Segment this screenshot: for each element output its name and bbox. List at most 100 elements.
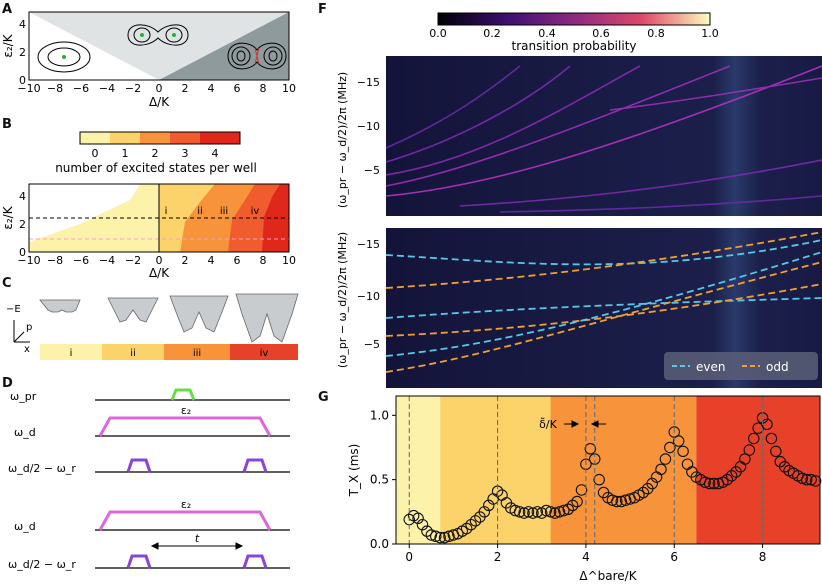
g-data-point [677, 445, 689, 458]
d-row-label: ω_pr [10, 390, 37, 403]
f-cbar-tick: 0.4 [538, 27, 556, 40]
c-region-label: i [70, 348, 73, 359]
a-xtick: −2 [125, 82, 141, 95]
a-xtick: −4 [99, 82, 115, 95]
c-axis-e: −E [6, 304, 21, 315]
a-xlabel: Δ/K [149, 95, 170, 109]
g-data-point [513, 506, 526, 518]
panel-f-plot: 0.0 0.2 0.4 0.6 0.8 1.0 transition proba… [336, 12, 822, 388]
f-top-ytick: −5 [364, 164, 380, 177]
a-xtick: 4 [208, 82, 215, 95]
g-xtick-label: 2 [494, 550, 502, 564]
f-legend-odd: odd [766, 360, 789, 374]
g-data-point [765, 432, 778, 445]
a-xtick: −6 [73, 82, 89, 95]
g-data-point [460, 522, 473, 535]
g-data-point [469, 515, 482, 527]
a-ytick: 2 [19, 46, 26, 59]
g-data-point [606, 494, 619, 506]
panel-d-plot: ω_pr ω_d ω_d/2 − ω_r ω_d ω_d/2 − ω_r ε₂ … [8, 388, 290, 571]
c-axis-x: x [24, 344, 30, 355]
d-readout-pulse [242, 458, 268, 473]
g-annotation-arrows [564, 420, 606, 428]
g-data-point [544, 506, 557, 518]
f-legend-even: even [696, 360, 725, 374]
g-data-point [747, 432, 760, 445]
a-ytick: 0 [19, 74, 26, 87]
b-cbar-tick: 1 [122, 147, 129, 160]
g-region-band [440, 396, 551, 544]
g-data-point [708, 477, 720, 490]
d-drive-pulse [98, 510, 272, 531]
panel-c-plot: −E p x i ii iii iv [6, 293, 299, 360]
g-data-point [659, 453, 672, 465]
c-region-label: iii [193, 348, 201, 359]
d-readout-pulse [126, 554, 152, 569]
g-data-point [721, 473, 733, 486]
g-xlabel: Δ^bare/K [579, 569, 637, 583]
a-xtick: −8 [47, 82, 63, 95]
d-row-label: ω_d/2 − ω_r [8, 462, 76, 475]
g-data-point [527, 507, 539, 519]
b-region-label: iv [251, 206, 260, 217]
f-colorbar [437, 12, 711, 26]
g-data-point [430, 530, 442, 543]
b-colorbar-title: number of excited states per well [55, 161, 257, 175]
d-row-label: ω_d [14, 426, 36, 439]
g-xtick-label: 8 [759, 550, 767, 564]
g-data-point [421, 525, 433, 537]
b-colorbar [79, 131, 241, 145]
b-xtick: 8 [260, 254, 267, 267]
b-cbar-tick: 2 [152, 147, 159, 160]
panel-g-chart: 0 2 4 6 8 0.0 0.5 1.0 Δ^bare/K T_X (ms) δ̃/K [347, 395, 822, 583]
c-well-i-icon [39, 299, 81, 313]
f-cbar-tick: 1.0 [701, 27, 719, 40]
b-region-label: iii [220, 206, 228, 217]
panel-label-c: C [2, 276, 12, 291]
c-axis-p: p [26, 322, 32, 333]
b-xtick: 0 [156, 254, 163, 267]
b-xtick: 4 [208, 254, 215, 267]
g-data-point [553, 506, 566, 518]
g-data-point [796, 472, 809, 485]
a-ytick: 4 [19, 18, 26, 31]
d-time-label: t [195, 532, 200, 545]
g-ylabel: T_X (ms) [347, 444, 361, 498]
nested-double-well-icon [227, 42, 287, 70]
g-ytick-label: 0.0 [370, 537, 389, 551]
g-data-point [809, 475, 822, 487]
g-data-point [593, 473, 605, 486]
f-cbar-tick: 0.0 [429, 27, 447, 40]
b-cbar-tick: 0 [92, 147, 99, 160]
f-top-spectrum [386, 56, 822, 216]
g-data-point [664, 441, 676, 454]
a-xtick: 2 [182, 82, 189, 95]
g-xtick-label: 6 [670, 550, 678, 564]
g-data-point [800, 473, 813, 486]
g-data-point [637, 486, 650, 499]
g-data-point [778, 461, 791, 473]
f-bottom-ytick: −10 [357, 290, 380, 303]
d-pulse-label: ε₂ [181, 498, 191, 511]
g-data-point [611, 495, 623, 508]
f-top-ytick: −10 [357, 120, 380, 133]
g-data-point [443, 530, 455, 543]
f-top-ylabel: (ω_pr − ω_d/2)/2π (MHz) [336, 72, 349, 208]
a-ylabel: ε₂/K [1, 33, 15, 57]
a-xtick: −10 [17, 82, 40, 95]
g-data-point [531, 506, 544, 518]
g-data-point [562, 503, 575, 516]
a-xtick: 0 [156, 82, 163, 95]
f-bottom-ytick: −5 [364, 338, 380, 351]
b-ylabel: ε₂/K [1, 205, 15, 229]
b-xtick: 10 [282, 254, 296, 267]
g-data-point [770, 445, 782, 458]
c-region-label: iv [260, 348, 269, 359]
b-region-label: i [165, 206, 168, 217]
g-data-point [566, 499, 579, 512]
g-xtick-label: 0 [405, 550, 413, 564]
f-top-ytick: −15 [357, 76, 380, 89]
f-colorbar-title: transition probability [511, 39, 636, 53]
double-well-icon [127, 24, 189, 46]
g-data-point [434, 531, 446, 544]
